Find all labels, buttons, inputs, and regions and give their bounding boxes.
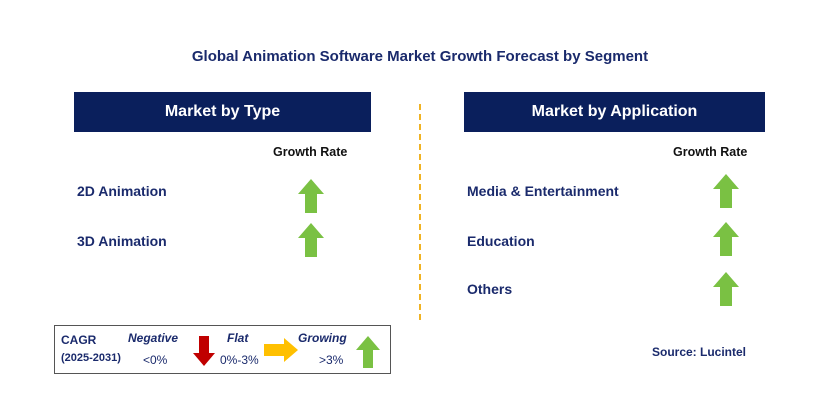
source-note: Source: Lucintel	[652, 345, 747, 359]
segment-label: 3D Animation	[77, 233, 167, 249]
growing-arrow-icon	[713, 272, 739, 306]
growing-arrow-icon	[298, 223, 324, 257]
segment-label: Education	[467, 233, 535, 249]
growing-arrow-icon	[713, 222, 739, 256]
growth-rate-label-right: Growth Rate	[673, 145, 748, 159]
growing-arrow-icon	[298, 179, 324, 213]
legend-cagr-label: CAGR	[61, 333, 97, 347]
market-by-application-header: Market by Application	[464, 92, 765, 132]
market-by-type-header: Market by Type	[74, 92, 371, 132]
cagr-legend: CAGR (2025-2031) Negative <0% Flat 0%-3%…	[54, 325, 391, 374]
negative-arrow-icon	[193, 336, 215, 366]
legend-period: (2025-2031)	[61, 352, 121, 364]
legend-growing-label: Growing	[298, 331, 347, 345]
flat-arrow-icon	[264, 338, 298, 362]
segment-label: Others	[467, 281, 513, 297]
segment-label: Media & Entertainment	[467, 183, 619, 199]
legend-negative-value: <0%	[143, 353, 168, 367]
growing-arrow-icon	[356, 336, 380, 368]
chart-title: Global Animation Software Market Growth …	[191, 48, 649, 65]
legend-flat-label: Flat	[227, 331, 249, 345]
legend-negative-label: Negative	[128, 331, 179, 345]
legend-flat-value: 0%-3%	[220, 353, 259, 367]
legend-growing-value: >3%	[319, 353, 344, 367]
growing-arrow-icon	[713, 174, 739, 208]
growth-rate-label-left: Growth Rate	[273, 145, 348, 159]
panel-divider	[419, 104, 421, 320]
segment-label: 2D Animation	[77, 183, 167, 199]
